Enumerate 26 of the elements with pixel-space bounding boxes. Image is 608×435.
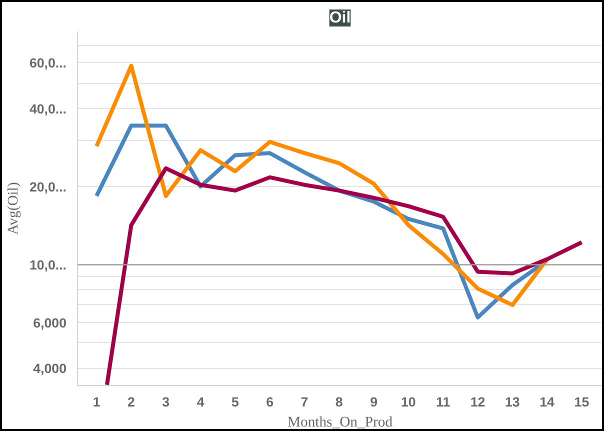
y-tick-label: 4,000 <box>33 361 67 376</box>
x-tick-label: 9 <box>370 394 378 410</box>
x-tick-label: 7 <box>300 394 308 410</box>
x-tick-label: 6 <box>266 394 274 410</box>
x-tick-label: 8 <box>335 394 343 410</box>
x-tick-label: 3 <box>162 394 170 410</box>
x-tick-label: 10 <box>401 394 416 410</box>
x-tick-label: 2 <box>128 394 135 410</box>
x-tick-label: 4 <box>196 394 205 410</box>
x-tick-label: 15 <box>574 394 590 410</box>
y-tick-label: 20,0... <box>29 180 67 195</box>
x-tick-label: 1 <box>92 394 101 410</box>
x-tick-label: 14 <box>540 394 556 410</box>
line-series <box>104 166 584 386</box>
x-tick-label: 5 <box>231 394 240 410</box>
chart-title: Oil <box>329 10 351 26</box>
x-tick-label: 11 <box>436 394 451 410</box>
x-tick-label: 13 <box>504 394 520 410</box>
line-series <box>94 64 550 307</box>
x-tick-label: 12 <box>470 394 486 410</box>
x-axis-title: Months_On_Prod <box>287 414 394 430</box>
y-tick-label: 6,000 <box>33 315 67 330</box>
y-tick-label: 60,0... <box>29 56 67 71</box>
y-axis-title: Avg(Oil) <box>5 182 22 235</box>
y-tick-label: 40,0... <box>29 101 67 116</box>
y-tick-label: 10,0... <box>29 258 67 273</box>
